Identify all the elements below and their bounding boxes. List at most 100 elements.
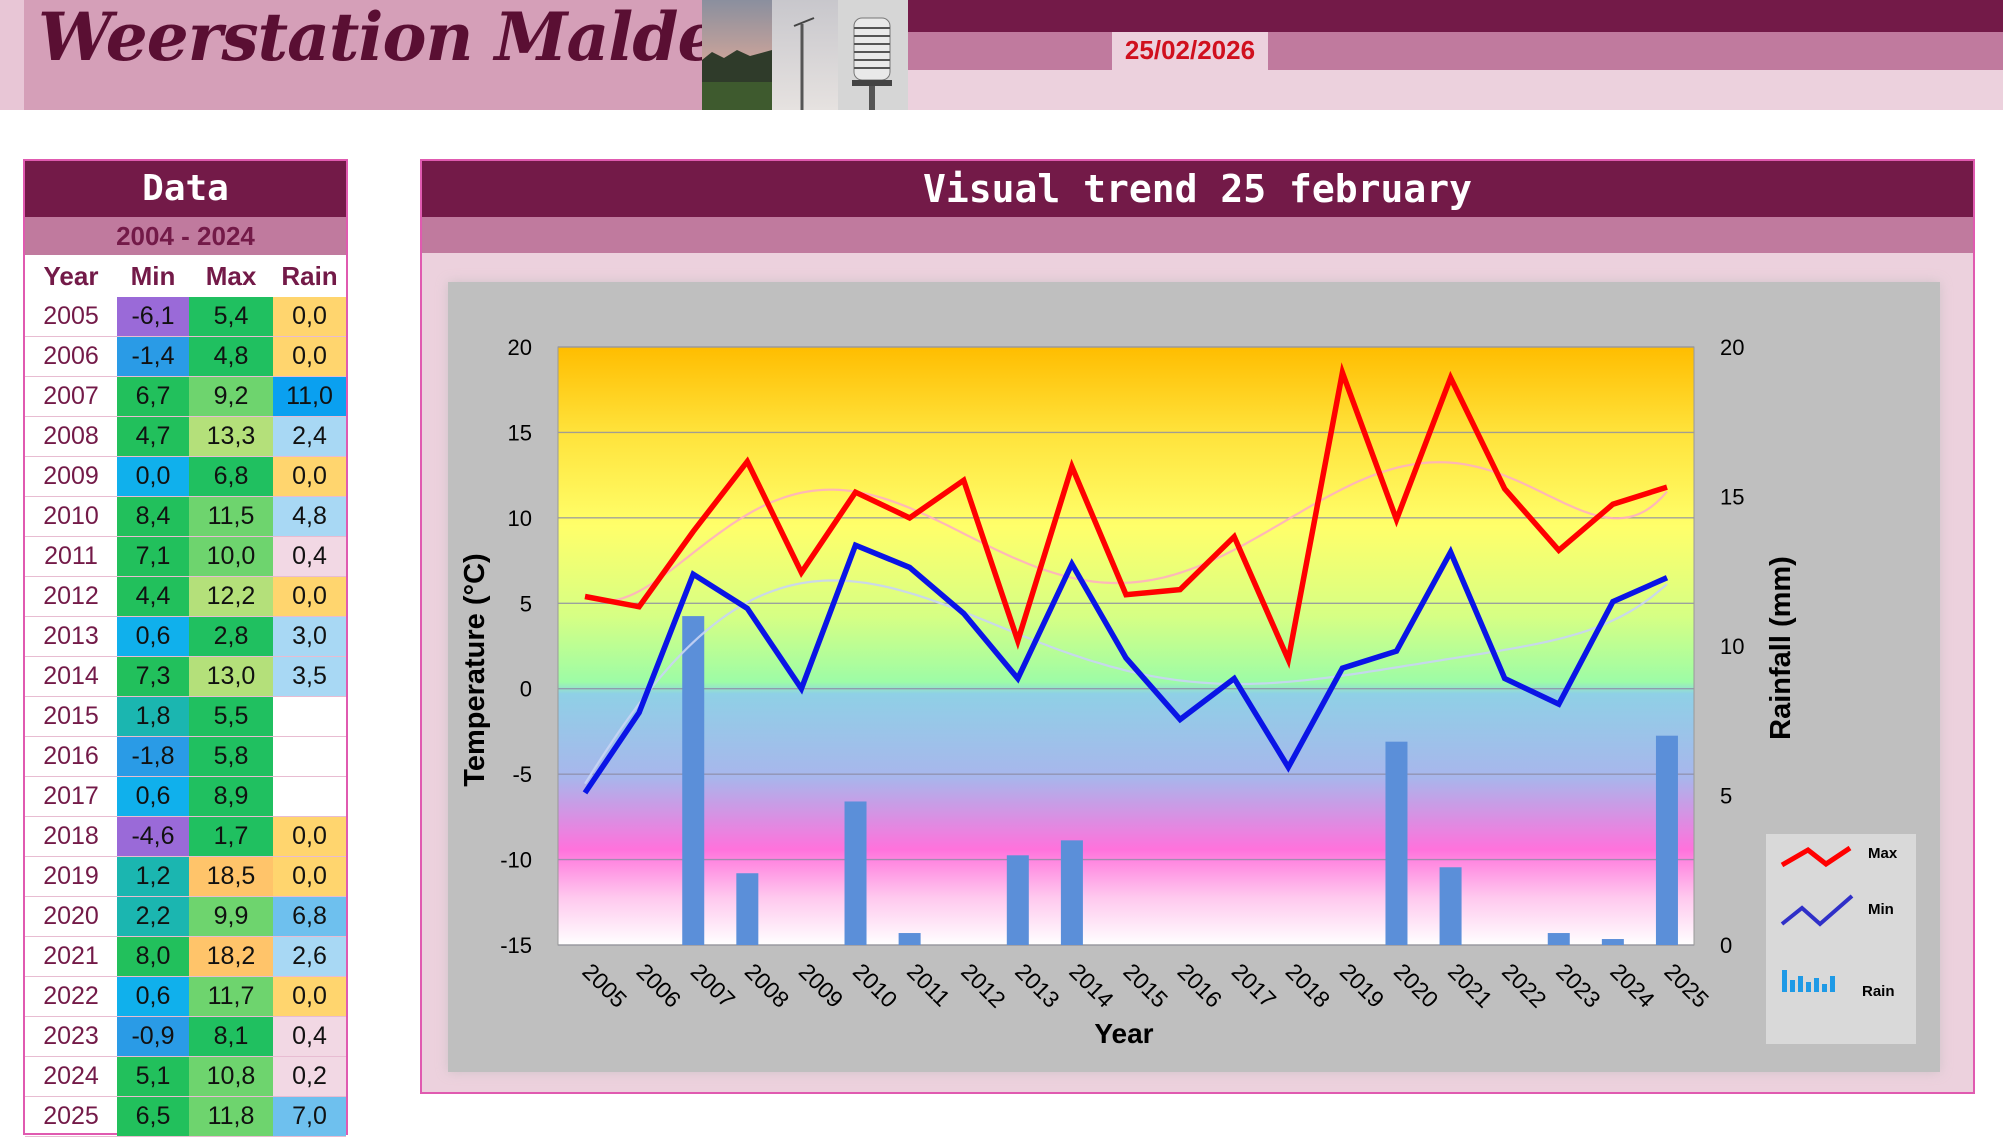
table-row: 2011 7,1 10,0 0,4	[25, 537, 346, 577]
year-cell: 2012	[43, 582, 99, 610]
table-row: 2010 8,4 11,5 4,8	[25, 497, 346, 537]
row-divider	[25, 656, 346, 657]
column-header-max: Max	[205, 261, 257, 291]
table-row: 2019 1,2 18,5 0,0	[25, 857, 346, 897]
rain-cell: 6,8	[273, 897, 346, 936]
min-cell: 1,2	[117, 857, 189, 896]
table-row: 2018 -4,6 1,7 0,0	[25, 817, 346, 857]
max-cell: 5,5	[189, 697, 273, 736]
chart-title: Visual trend 25 february	[422, 161, 1973, 217]
row-divider	[25, 416, 346, 417]
rain-cell	[273, 697, 346, 736]
min-cell: 8,4	[117, 497, 189, 536]
table-row: 2016 -1,8 5,8	[25, 737, 346, 777]
rain-cell: 2,4	[273, 417, 346, 456]
year-cell: 2008	[43, 422, 99, 450]
row-divider	[25, 376, 346, 377]
year-cell: 2023	[43, 1022, 99, 1050]
min-cell: 4,4	[117, 577, 189, 616]
rain-cell: 0,0	[273, 577, 346, 616]
table-row: 2014 7,3 13,0 3,5	[25, 657, 346, 697]
row-divider	[25, 336, 346, 337]
min-cell: 7,1	[117, 537, 189, 576]
column-header-rain: Rain	[281, 261, 338, 291]
current-date: 25/02/2026	[1124, 35, 1256, 65]
max-cell: 8,9	[189, 777, 273, 816]
rain-cell: 0,4	[273, 537, 346, 576]
date-box	[1112, 32, 1268, 70]
max-cell: 13,0	[189, 657, 273, 696]
table-row: 2009 0,0 6,8 0,0	[25, 457, 346, 497]
table-row: 2017 0,6 8,9	[25, 777, 346, 817]
min-cell: 0,0	[117, 457, 189, 496]
column-header-min: Min	[130, 261, 176, 291]
table-row: 2008 4,7 13,3 2,4	[25, 417, 346, 457]
table-row: 2024 5,1 10,8 0,2	[25, 1057, 346, 1097]
max-cell: 18,5	[189, 857, 273, 896]
row-divider	[25, 1136, 346, 1137]
max-cell: 11,5	[189, 497, 273, 536]
max-cell: 9,9	[189, 897, 273, 936]
year-cell: 2016	[43, 742, 99, 770]
row-divider	[25, 776, 346, 777]
max-cell: 11,8	[189, 1097, 273, 1136]
year-cell: 2011	[44, 542, 98, 570]
min-cell: 4,7	[117, 417, 189, 456]
year-cell: 2005	[43, 302, 99, 330]
row-divider	[25, 1056, 346, 1057]
max-cell: 5,4	[189, 297, 273, 336]
rain-cell: 11,0	[273, 377, 346, 416]
year-cell: 2014	[43, 662, 99, 690]
min-cell: -0,9	[117, 1017, 189, 1056]
max-cell: 4,8	[189, 337, 273, 376]
min-cell: -4,6	[117, 817, 189, 856]
rain-cell: 0,0	[273, 457, 346, 496]
table-row: 2007 6,7 9,2 11,0	[25, 377, 346, 417]
min-cell: -1,8	[117, 737, 189, 776]
rain-cell: 0,4	[273, 1017, 346, 1056]
row-divider	[25, 496, 346, 497]
year-cell: 2010	[43, 502, 99, 530]
max-cell: 9,2	[189, 377, 273, 416]
min-cell: 0,6	[117, 617, 189, 656]
table-row: 2015 1,8 5,5	[25, 697, 346, 737]
rain-cell	[273, 737, 346, 776]
rain-cell: 0,0	[273, 977, 346, 1016]
rain-cell: 0,0	[273, 857, 346, 896]
year-cell: 2024	[43, 1062, 99, 1090]
row-divider	[25, 616, 346, 617]
row-divider	[25, 536, 346, 537]
rain-cell: 0,2	[273, 1057, 346, 1096]
weather-station-photo	[702, 0, 908, 110]
rain-cell: 0,0	[273, 297, 346, 336]
table-row: 2025 6,5 11,8 7,0	[25, 1097, 346, 1137]
header-left-margin	[0, 0, 24, 110]
year-cell: 2007	[43, 382, 99, 410]
rain-cell: 7,0	[273, 1097, 346, 1136]
column-header-year: Year	[43, 261, 99, 291]
row-divider	[25, 456, 346, 457]
year-cell: 2019	[43, 862, 99, 890]
min-cell: 8,0	[117, 937, 189, 976]
table-row: 2005 -6,1 5,4 0,0	[25, 297, 346, 337]
max-cell: 13,3	[189, 417, 273, 456]
row-divider	[25, 736, 346, 737]
max-cell: 10,8	[189, 1057, 273, 1096]
max-cell: 2,8	[189, 617, 273, 656]
year-cell: 2013	[43, 622, 99, 650]
year-cell: 2021	[43, 942, 99, 970]
site-title-box	[24, 0, 702, 110]
max-cell: 11,7	[189, 977, 273, 1016]
data-table-range: 2004 - 2024	[25, 217, 346, 255]
chart-subheader-band	[422, 217, 1973, 253]
row-divider	[25, 1096, 346, 1097]
table-row: 2023 -0,9 8,1 0,4	[25, 1017, 346, 1057]
table-row: 2012 4,4 12,2 0,0	[25, 577, 346, 617]
min-cell: -1,4	[117, 337, 189, 376]
year-cell: 2022	[43, 982, 99, 1010]
row-divider	[25, 896, 346, 897]
rain-cell: 4,8	[273, 497, 346, 536]
min-cell: 0,6	[117, 977, 189, 1016]
max-cell: 8,1	[189, 1017, 273, 1056]
row-divider	[25, 1016, 346, 1017]
